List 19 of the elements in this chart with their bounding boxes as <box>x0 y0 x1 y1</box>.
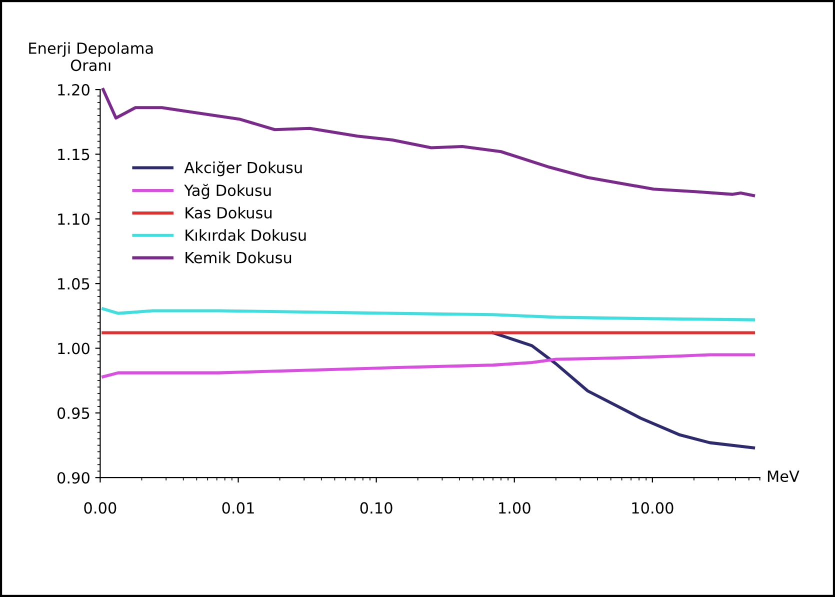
y-tick-label: 0.95 <box>57 407 90 419</box>
legend-label: Kemik Dokusu <box>186 252 292 264</box>
legend-label: Yağ Dokusu <box>184 184 271 200</box>
x-tick-label: 0.01 <box>222 502 254 514</box>
x-tick-label: 0.00 <box>84 502 116 514</box>
legend-label: Kıkırdak Dokusu <box>186 229 306 241</box>
x-tick-label: 0.10 <box>360 502 392 514</box>
x-tick-label: 1.00 <box>499 502 530 514</box>
legend-label: Akciğer Dokusu <box>184 161 302 176</box>
y-tick-label: 1.10 <box>58 213 90 225</box>
y-tick-label: 1.00 <box>58 342 90 354</box>
y-axis-title: Enerji Depolama Oranı <box>29 42 153 72</box>
y-tick-label: 1.15 <box>58 148 90 160</box>
x-tick-label: 10.00 <box>632 502 674 514</box>
y-tick-label: 1.05 <box>58 278 90 290</box>
legend-label: Kas Dokusu <box>186 206 272 219</box>
x-axis-title: MeV <box>768 470 800 482</box>
y-tick-label: 1.20 <box>58 84 90 96</box>
y-tick-label: 0.90 <box>57 472 90 484</box>
